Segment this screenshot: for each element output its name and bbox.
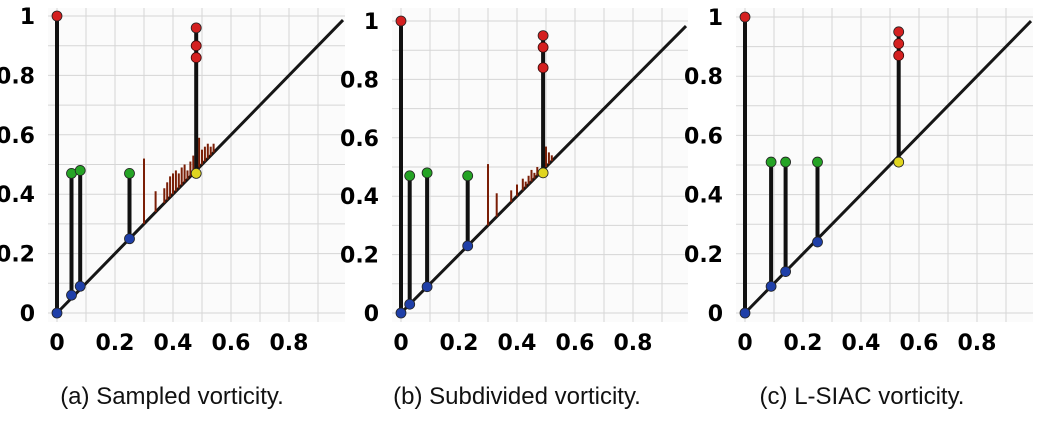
x-tick-label: 0 <box>737 331 752 356</box>
point-red <box>537 30 549 41</box>
caption-c: (c) L-SIAC vorticity. <box>760 383 965 410</box>
point-red <box>190 52 202 63</box>
point-yellow <box>537 167 549 179</box>
point-green <box>462 170 474 182</box>
x-tick-label: 0.2 <box>440 331 479 356</box>
point-blue <box>765 280 777 292</box>
x-tick-label: 0.6 <box>900 331 939 356</box>
panel-b: 0 0.2 0.4 0.6 0.8 0 0.2 0.4 0.6 0.8 1 <box>340 8 688 356</box>
x-tick-label: 0.8 <box>958 331 997 356</box>
point-red <box>893 38 905 50</box>
y-tick-label: 0.2 <box>340 244 379 269</box>
x-tick-label: 0.8 <box>614 331 653 356</box>
point-red <box>537 62 549 74</box>
point-yellow <box>190 168 202 179</box>
y-tick-label: 0.2 <box>684 243 723 268</box>
y-tick-label: 0 <box>20 302 35 327</box>
x-tick-label: 0.6 <box>556 331 595 356</box>
y-tick-label: 0.6 <box>0 124 35 149</box>
x-tick-label: 0.8 <box>270 331 309 356</box>
point-blue <box>51 307 63 319</box>
point-blue <box>124 233 135 245</box>
point-green <box>765 156 777 168</box>
point-blue <box>739 307 751 319</box>
point-blue <box>395 307 407 319</box>
y-tick-label: 0.2 <box>0 243 35 268</box>
point-blue <box>462 240 474 252</box>
point-red <box>395 15 407 27</box>
grid-c <box>736 8 1033 322</box>
x-tick-label: 0 <box>393 331 408 356</box>
y-tick-label: 0.6 <box>340 127 379 152</box>
point-yellow <box>893 156 905 168</box>
point-blue <box>74 280 86 292</box>
point-blue <box>421 281 433 293</box>
point-green <box>124 168 135 179</box>
y-tick-label: 0.6 <box>684 124 723 149</box>
point-green <box>780 156 791 168</box>
y-tick-label: 0.8 <box>684 65 723 90</box>
point-green <box>74 165 86 176</box>
point-red <box>537 41 549 53</box>
point-red <box>739 11 751 23</box>
x-tick-label: 0.2 <box>96 331 135 356</box>
point-red <box>51 10 63 22</box>
y-tick-label: 0.4 <box>684 184 723 209</box>
x-tick-label: 0.4 <box>842 331 881 356</box>
grid-b <box>392 8 688 322</box>
x-tick-label: 0.2 <box>784 331 823 356</box>
y-tick-label: 0.8 <box>0 64 35 89</box>
y-tick-label: 0.4 <box>340 185 379 210</box>
x-tick-label: 0.4 <box>498 331 537 356</box>
y-tick-label: 1 <box>708 6 723 31</box>
x-tick-label: 0.6 <box>212 331 251 356</box>
point-green <box>404 170 416 182</box>
point-green <box>812 156 823 168</box>
panel-a: 0 0.2 0.4 0.6 0.8 0 0.2 0.4 0.6 0.8 1 <box>0 5 345 356</box>
point-red <box>893 26 905 38</box>
point-red <box>190 22 202 34</box>
point-blue <box>780 266 791 277</box>
plot-area-b <box>392 8 688 322</box>
diagonal-line <box>743 20 1033 315</box>
y-tick-label: 0.8 <box>340 68 379 93</box>
x-tick-label: 0 <box>49 331 64 356</box>
point-red <box>893 50 905 61</box>
caption-a: (a) Sampled vorticity. <box>60 383 284 410</box>
y-tick-label: 0.4 <box>0 183 35 208</box>
point-green <box>421 167 433 179</box>
point-blue <box>812 236 823 248</box>
point-blue <box>404 298 416 310</box>
caption-b: (b) Subdivided vorticity. <box>393 383 641 410</box>
y-tick-label: 0 <box>364 302 379 327</box>
x-tick-label: 0.4 <box>154 331 193 356</box>
panel-c: 0 0.2 0.4 0.6 0.8 0 0.2 0.4 0.6 0.8 1 <box>684 6 1033 356</box>
point-red <box>190 40 202 52</box>
point-blue <box>66 289 77 301</box>
y-tick-label: 1 <box>364 10 379 35</box>
y-tick-label: 0 <box>708 302 723 327</box>
y-tick-label: 1 <box>20 5 35 30</box>
